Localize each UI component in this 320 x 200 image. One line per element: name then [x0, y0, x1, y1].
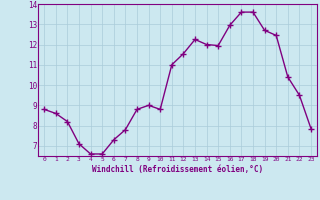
- X-axis label: Windchill (Refroidissement éolien,°C): Windchill (Refroidissement éolien,°C): [92, 165, 263, 174]
